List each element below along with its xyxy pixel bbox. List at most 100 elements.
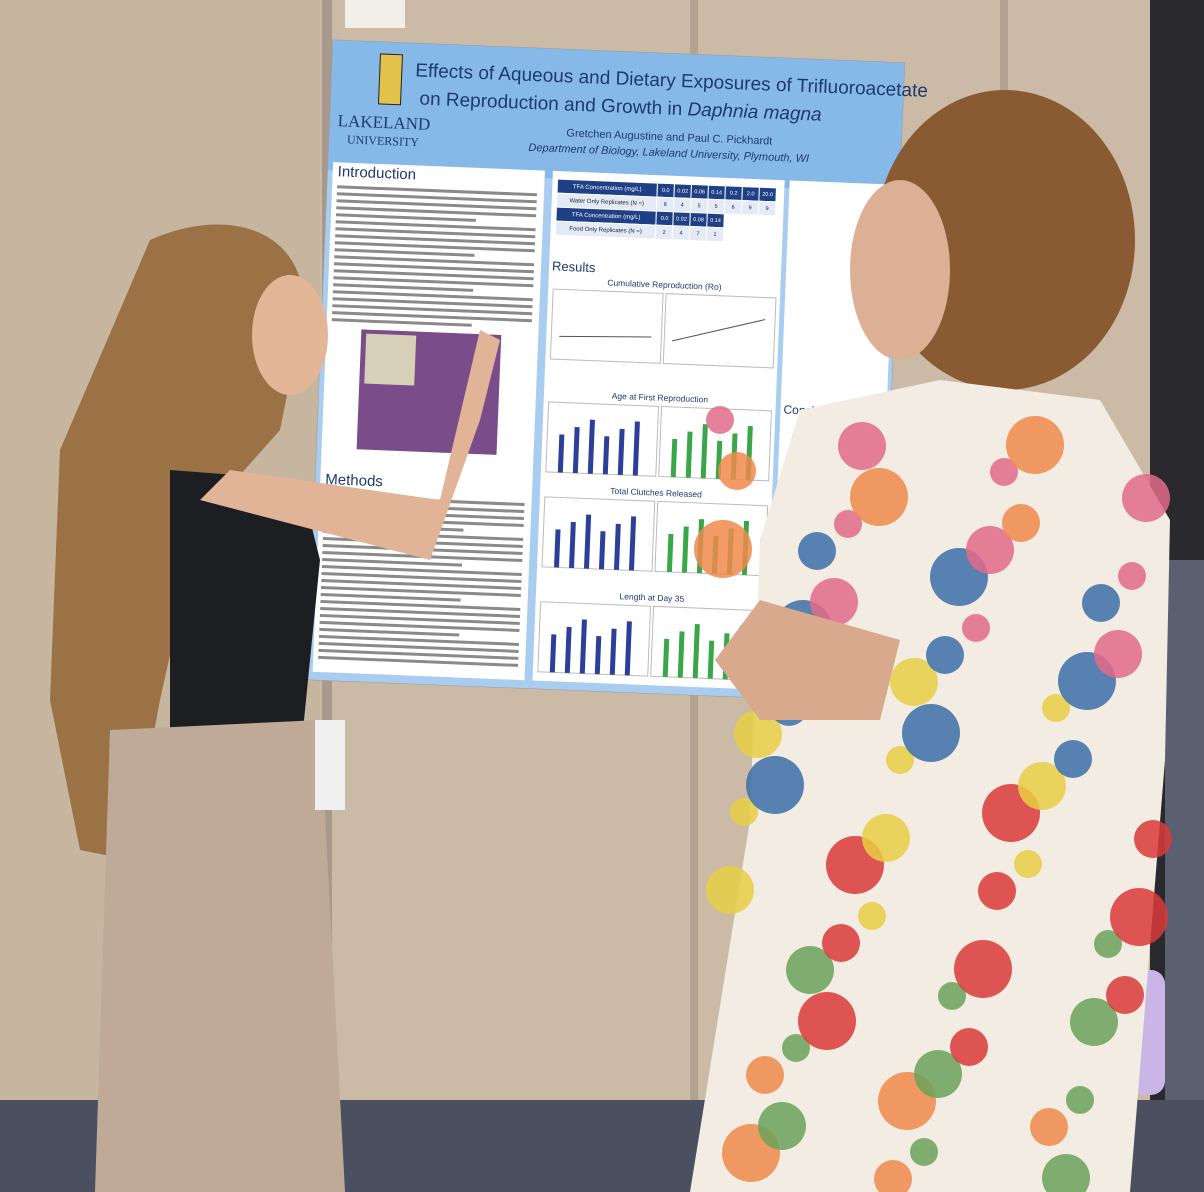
figure-bar xyxy=(598,531,606,570)
figure-bar xyxy=(632,421,640,476)
text-line xyxy=(333,269,534,281)
figure-bar xyxy=(707,640,715,679)
text-line xyxy=(319,627,460,637)
table-text: 0.02 xyxy=(676,216,687,222)
top xyxy=(170,470,320,760)
table-text: 9 xyxy=(748,205,751,211)
text-line xyxy=(333,283,474,292)
figure-bar xyxy=(572,427,580,474)
flower xyxy=(1030,1108,1068,1146)
flower xyxy=(1082,584,1120,622)
text-line xyxy=(320,606,521,618)
flower xyxy=(954,940,1012,998)
text-line xyxy=(331,318,472,327)
table-text: 9 xyxy=(765,206,768,212)
table-text: Food Only Replicates (N =) xyxy=(569,226,642,235)
text-line xyxy=(332,297,533,309)
flower xyxy=(786,946,834,994)
table-text: 1 xyxy=(713,232,716,238)
flower xyxy=(1122,474,1170,522)
flower xyxy=(746,756,804,814)
poster-banner xyxy=(327,40,905,193)
figure-bar xyxy=(579,619,587,674)
table-text: 0.02 xyxy=(677,188,688,194)
flower xyxy=(938,982,966,1010)
table-text: TFA Concentration (mg/L) xyxy=(573,184,642,193)
table-text: TFA Concentration (mg/L) xyxy=(572,212,641,221)
text-line xyxy=(333,262,534,274)
text-line xyxy=(335,213,476,222)
text-line xyxy=(335,220,536,232)
text-line xyxy=(334,248,475,257)
text-line xyxy=(321,571,522,583)
flower xyxy=(950,1028,988,1066)
flower xyxy=(746,1056,784,1094)
flower xyxy=(902,704,960,762)
flower xyxy=(694,520,752,578)
face xyxy=(252,275,328,395)
section-heading: Introduction xyxy=(337,163,416,183)
table-text: 8 xyxy=(663,202,666,208)
table-text: 0.14 xyxy=(711,190,722,196)
flower xyxy=(966,526,1014,574)
figure-bar xyxy=(587,419,595,474)
figure-title: Total Clutches Released xyxy=(610,486,702,500)
flower xyxy=(850,468,908,526)
figure-bar xyxy=(670,438,678,478)
flower xyxy=(962,614,990,642)
figure-trend xyxy=(559,335,652,338)
paper-note xyxy=(345,0,405,28)
table-text: 0.06 xyxy=(694,189,705,195)
table-text: 0.0 xyxy=(662,188,670,194)
table-cell xyxy=(757,200,777,217)
text-line xyxy=(320,585,521,597)
table-text: 4 xyxy=(680,203,683,209)
flower xyxy=(1094,930,1122,958)
table-text: 0.2 xyxy=(730,191,738,197)
figure-title: Cumulative Reproduction (Ro) xyxy=(607,277,722,292)
text-line xyxy=(320,592,461,602)
table-text: 20.0 xyxy=(762,192,773,198)
figure-panel xyxy=(549,288,664,364)
text-line xyxy=(335,234,536,246)
figure-bar xyxy=(666,533,674,573)
table-text: 5 xyxy=(714,204,717,210)
table-text: 0.14 xyxy=(710,218,721,224)
table-text: 5 xyxy=(697,203,700,209)
flower xyxy=(834,510,862,538)
section-heading: Methods xyxy=(325,471,383,490)
text-line xyxy=(333,276,534,288)
pants xyxy=(95,720,345,1192)
flower xyxy=(730,798,758,826)
table-cell xyxy=(705,226,725,243)
flower xyxy=(914,1050,962,1098)
text-line xyxy=(320,599,521,611)
figure-bar xyxy=(569,521,576,569)
arm xyxy=(200,330,500,560)
text-line xyxy=(321,578,522,590)
flower xyxy=(718,452,756,490)
figure-bar xyxy=(617,428,625,475)
figure-bar xyxy=(685,431,693,478)
flower xyxy=(838,422,886,470)
figure-bar xyxy=(628,516,637,571)
flower xyxy=(858,902,886,930)
logo-tower xyxy=(377,53,403,106)
flower xyxy=(1134,820,1172,858)
flower xyxy=(890,658,938,706)
figure-bar xyxy=(594,636,602,675)
flower xyxy=(910,1138,938,1166)
flower xyxy=(874,1160,912,1192)
figure-photo xyxy=(364,333,417,386)
figure-title: Age at First Reproduction xyxy=(612,391,709,405)
text-line xyxy=(336,199,537,211)
folded-arms xyxy=(715,600,900,720)
carpet xyxy=(1165,560,1204,1192)
flower xyxy=(978,872,1016,910)
flower xyxy=(1042,1154,1090,1192)
figure-panel xyxy=(662,293,777,369)
figure-bar xyxy=(692,623,700,679)
text-line xyxy=(336,206,537,218)
figure-bar xyxy=(602,436,610,475)
